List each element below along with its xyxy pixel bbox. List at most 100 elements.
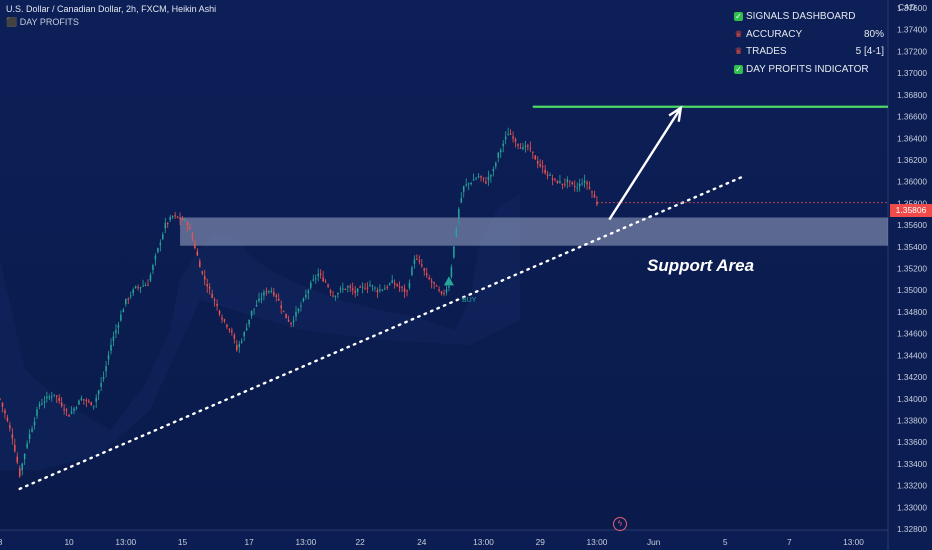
candle-body [490, 174, 492, 177]
candle-body [428, 277, 430, 280]
candle-body [174, 215, 176, 217]
candle-body [129, 295, 132, 297]
candle-body [470, 183, 472, 185]
ribbon-shading [0, 195, 520, 470]
candle-body [337, 292, 339, 295]
candle-body [423, 268, 426, 271]
candle-body [551, 178, 554, 180]
dashboard-label: TRADES [746, 46, 787, 58]
candle-body [403, 288, 406, 292]
candle-body [356, 288, 359, 292]
current-price-tag: 1.35806 [890, 204, 932, 217]
candle-body [361, 286, 364, 288]
candle-body [248, 319, 250, 325]
candle-body [534, 155, 537, 160]
candle-body [238, 343, 241, 348]
candle-body [275, 295, 278, 297]
candle-body [302, 298, 305, 302]
candle-body [450, 267, 453, 278]
price-axis-ticks: 1.37600 1.37400 1.37200 1.37000 1.36800 1.366… [897, 3, 927, 534]
trophy-icon: ♛ [734, 28, 743, 39]
candle-body [482, 177, 485, 179]
candle-body [445, 289, 448, 293]
lightning-icon[interactable]: ϟ [613, 517, 627, 531]
price-tick-label: 1.34600 [897, 329, 927, 339]
candle-body [169, 217, 171, 220]
trendline-dotted [18, 175, 744, 491]
candle-body [73, 408, 75, 412]
candle-body [16, 456, 19, 463]
candle-body [107, 355, 110, 360]
candle-body [573, 186, 576, 188]
candle-body [453, 246, 455, 258]
candle-body [125, 298, 127, 305]
candle-body [312, 279, 315, 281]
candle-body [314, 278, 317, 280]
candle-body [186, 222, 189, 226]
candle-body [216, 303, 218, 307]
candle-body [60, 402, 63, 407]
time-tick-label: 13:00 [843, 537, 864, 547]
candle-body [253, 308, 255, 310]
candle-body [566, 179, 569, 183]
price-tick-label: 1.35400 [897, 242, 927, 252]
candle-body [110, 344, 112, 351]
candle-body [559, 181, 561, 183]
candle-body [223, 319, 226, 322]
candle-body [162, 234, 164, 240]
candle-body [201, 271, 204, 274]
candle-body [102, 377, 105, 380]
time-tick-label: Jun [647, 537, 661, 547]
candle-body [379, 289, 381, 291]
candle-body [536, 161, 539, 164]
price-tick-label: 1.36200 [897, 155, 927, 165]
time-tick-label: 5 [723, 537, 728, 547]
candle-body [166, 222, 169, 224]
candle-body [273, 292, 275, 296]
candle-body [504, 136, 507, 140]
candle-body [41, 403, 43, 405]
candle-body [354, 290, 356, 293]
price-tick-label: 1.35600 [897, 220, 927, 230]
time-axis-ticks: 8 10 13:00 15 17 13:00 22 24 13:00 29 13:00 Jun 5 7 13… [0, 537, 864, 547]
candle-body [43, 401, 46, 403]
time-tick-label: 13:00 [587, 537, 608, 547]
dashboard-row-accuracy: ♛ ACCURACY 80% [734, 26, 884, 44]
candle-body [240, 340, 243, 343]
candle-body [184, 219, 186, 221]
candle-body [581, 183, 583, 185]
candle-body [467, 183, 470, 185]
candle-body [194, 243, 196, 249]
candle-body [569, 180, 571, 182]
candle-body [529, 147, 532, 149]
dashboard-value: 5 [4-1] [855, 46, 884, 58]
candle-body [208, 286, 211, 289]
candle-body [213, 299, 216, 301]
candle-body [430, 280, 433, 283]
price-tick-label: 1.34800 [897, 307, 927, 317]
candle-body [369, 284, 371, 287]
candle-body [339, 288, 342, 290]
candle-body [36, 409, 38, 416]
candle-body [63, 408, 65, 411]
candle-body [92, 405, 95, 407]
candle-body [122, 309, 125, 313]
candle-body [292, 320, 295, 323]
candle-body [285, 313, 287, 319]
candle-body [583, 180, 586, 183]
candle-body [462, 186, 465, 192]
price-tick-label: 1.37600 [897, 3, 927, 13]
axis-panel [888, 0, 932, 550]
candle-body [425, 273, 428, 276]
candle-body [556, 180, 559, 184]
candle-body [277, 298, 280, 301]
candle-body [21, 463, 23, 471]
candle-body [147, 284, 149, 286]
candle-body [117, 324, 120, 328]
candle-body [381, 289, 384, 291]
time-tick-label: 13:00 [115, 537, 136, 547]
candle-body [75, 407, 78, 409]
price-tick-label: 1.36600 [897, 112, 927, 122]
indicator-title: ⬛ DAY PROFITS [6, 17, 79, 27]
